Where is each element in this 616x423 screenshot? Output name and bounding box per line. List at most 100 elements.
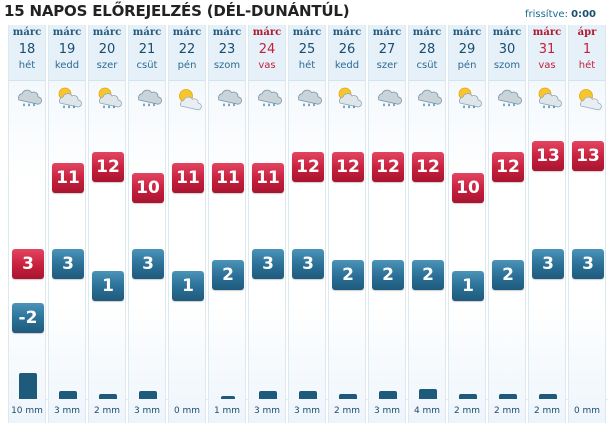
day-column[interactable]: márc 29 pén 10 1 2 mm <box>448 25 486 423</box>
weekday-label: csüt <box>416 60 438 71</box>
day-column[interactable]: márc 21 csüt 10 3 3 mm <box>128 25 166 423</box>
update-time-value: 0:00 <box>571 9 596 20</box>
sun-cloud-rain-icon <box>95 85 123 111</box>
day-number: 27 <box>378 42 396 57</box>
cloud-rain-icon <box>15 85 43 111</box>
rain-bar <box>19 373 37 399</box>
max-temp-badge: 12 <box>332 151 364 182</box>
day-column[interactable]: márc 25 hét 12 3 3 mm <box>288 25 326 423</box>
month-label: márc <box>292 27 322 38</box>
sun-cloud-rain-icon <box>535 85 563 111</box>
weekday-label: kedd <box>54 60 80 71</box>
day-column[interactable]: márc 27 szer 12 2 3 mm <box>368 25 406 423</box>
day-header <box>169 25 205 81</box>
cloud-rain-icon <box>215 85 243 111</box>
rain-amount-label: 10 mm <box>11 406 43 416</box>
cloud-rain-icon <box>135 85 163 111</box>
rain-bar <box>299 391 317 399</box>
max-temp-badge: 11 <box>252 162 284 193</box>
day-column[interactable]: márc 30 szom 12 2 2 mm <box>488 25 526 423</box>
day-number: 18 <box>18 42 36 57</box>
day-number: 20 <box>98 42 116 57</box>
day-number: 28 <box>418 42 436 57</box>
weekday-label: csüt <box>136 60 158 71</box>
day-number: 19 <box>58 42 76 57</box>
day-column[interactable]: márc 24 vas 11 3 3 mm <box>248 25 286 423</box>
min-temp-badge: 2 <box>412 260 444 290</box>
month-label: márc <box>372 27 402 38</box>
day-number: 1 <box>582 42 592 57</box>
rain-amount-label: 2 mm <box>533 406 561 416</box>
month-label: márc <box>492 27 522 38</box>
rain-amount-label: 3 mm <box>293 406 321 416</box>
day-header <box>49 25 85 81</box>
cloud-rain-icon <box>255 85 283 111</box>
max-temp-badge: 12 <box>492 151 524 182</box>
rain-amount-label: 1 mm <box>213 406 241 416</box>
day-column[interactable]: márc 22 pén 11 1 0 mm <box>168 25 206 423</box>
day-header <box>249 25 285 81</box>
day-header <box>9 25 45 81</box>
min-temp-badge: 2 <box>372 260 404 290</box>
month-label: márc <box>452 27 482 38</box>
month-label: márc <box>12 27 42 38</box>
rain-amount-label: 2 mm <box>93 406 121 416</box>
weekday-label: szom <box>213 60 241 71</box>
month-label: márc <box>252 27 282 38</box>
max-temp-badge: 13 <box>572 140 604 171</box>
day-column[interactable]: márc 26 kedd 12 2 2 mm <box>328 25 366 423</box>
cloud-rain-icon <box>295 85 323 111</box>
cloud-rain-icon <box>415 85 443 111</box>
weekday-label: szer <box>376 60 398 71</box>
day-header <box>449 25 485 81</box>
rain-amount-label: 0 mm <box>573 406 601 416</box>
day-column[interactable]: márc 23 szom 11 2 1 mm <box>208 25 246 423</box>
day-column[interactable]: márc 19 kedd 11 3 3 mm <box>48 25 86 423</box>
day-header <box>569 25 605 81</box>
month-label: márc <box>172 27 202 38</box>
rain-amount-label: 3 mm <box>253 406 281 416</box>
day-column[interactable]: márc 20 szer 12 1 2 mm <box>88 25 126 423</box>
rain-bar <box>419 388 437 399</box>
day-number: 31 <box>538 42 556 57</box>
update-time-label: frissítve: <box>524 9 568 20</box>
min-temp-badge: 3 <box>132 249 164 280</box>
rain-amount-label: 2 mm <box>453 406 481 416</box>
weekday-label: vas <box>258 60 276 71</box>
min-temp-badge: 3 <box>532 249 564 280</box>
max-temp-badge: 12 <box>412 151 444 182</box>
weekday-label: hét <box>578 60 596 71</box>
day-header <box>409 25 445 81</box>
weekday-label: szom <box>493 60 521 71</box>
max-temp-badge: 12 <box>92 151 124 182</box>
rain-amount-label: 3 mm <box>373 406 401 416</box>
rain-amount-label: 3 mm <box>53 406 81 416</box>
day-header <box>129 25 165 81</box>
min-temp-badge: 3 <box>252 249 284 280</box>
rain-bar <box>339 393 357 399</box>
sun-cloud-icon <box>575 85 603 111</box>
weekday-label: szer <box>96 60 118 71</box>
rain-amount-label: 2 mm <box>493 406 521 416</box>
day-number: 22 <box>178 42 196 57</box>
sun-cloud-icon <box>175 85 203 111</box>
update-time: frissítve: 0:00 <box>525 9 596 20</box>
max-temp-badge: 12 <box>372 151 404 182</box>
min-temp-badge: 2 <box>492 260 524 290</box>
month-label: márc <box>52 27 82 38</box>
day-column[interactable]: ápr 1 hét 13 3 0 mm <box>568 25 606 423</box>
day-header <box>369 25 405 81</box>
rain-bar <box>99 393 117 399</box>
max-temp-badge: 12 <box>292 151 324 182</box>
sun-cloud-rain-icon <box>55 85 83 111</box>
day-header <box>89 25 125 81</box>
day-column[interactable]: márc 18 hét 3 -2 10 mm <box>8 25 46 423</box>
max-temp-badge: 11 <box>212 162 244 193</box>
rain-bar <box>221 396 235 399</box>
day-column[interactable]: márc 28 csüt 12 2 4 mm <box>408 25 446 423</box>
day-column[interactable]: márc 31 vas 13 3 2 mm <box>528 25 566 423</box>
forecast-grid: márc 18 hét 3 -2 10 mm márc 19 kedd 11 3 3 mm márc 20… <box>8 25 608 423</box>
day-header <box>289 25 325 81</box>
min-temp-badge: 3 <box>572 249 604 280</box>
month-label: ápr <box>577 27 597 38</box>
